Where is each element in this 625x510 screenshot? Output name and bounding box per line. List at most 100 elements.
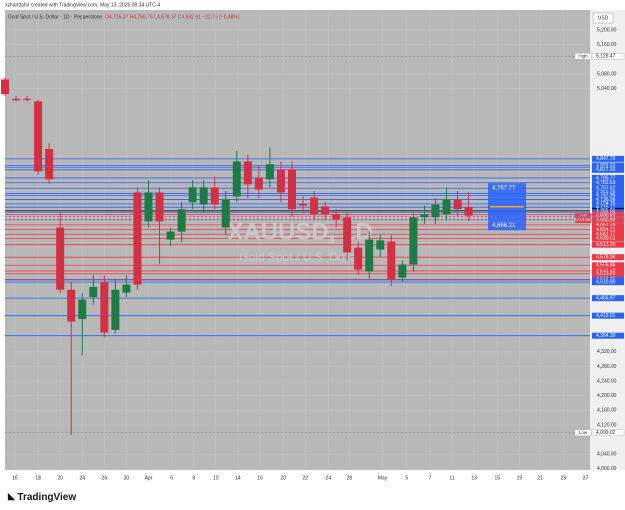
candle-body [221, 199, 230, 228]
level-tag [592, 174, 624, 181]
y-tick-label: 5,160.00 [597, 42, 617, 48]
level-label: 4,817.93 [596, 167, 616, 173]
candle-body [166, 231, 175, 240]
candle-body [144, 192, 153, 222]
x-tick-label: 22 [302, 475, 308, 481]
x-tick-label: 21 [538, 475, 544, 481]
x-tick-label: 16 [12, 475, 18, 481]
marker-name: XAUUSD [574, 217, 594, 222]
candle-body [453, 199, 462, 210]
candle-body [354, 247, 363, 270]
candle-body [78, 299, 87, 319]
y-tick-label: 5,080.00 [597, 71, 617, 77]
x-tick-label: 11 [449, 475, 454, 481]
level-tag [592, 200, 624, 207]
level-tag [592, 155, 624, 162]
level-label: 4,667.28 [596, 222, 616, 228]
y-tick-label: 4,200.00 [597, 393, 617, 399]
x-tick-label: 26 [102, 475, 108, 481]
candle-body [254, 177, 263, 190]
candle-body [232, 161, 241, 197]
ohlc: O4,715.37 H4,756.76 L4,678.37 C4,692.61 … [105, 14, 240, 20]
marker-tag [591, 216, 625, 224]
level-tag [592, 235, 624, 242]
x-tick-label: 14 [235, 475, 241, 481]
candle-body [332, 214, 341, 220]
y-tick-label: 4,120.00 [597, 422, 617, 428]
symbol: Gold Spot / U.S. Dollar · 1D · Peppersto… [8, 14, 102, 20]
level-tag [592, 254, 624, 261]
x-tick-label: 20 [57, 475, 63, 481]
watermark-sub: Gold Spot / U.S. Dollar [239, 250, 360, 264]
level-tag [592, 196, 624, 203]
candle-body [464, 207, 473, 216]
candle-body [1, 79, 9, 95]
candle-body [12, 98, 21, 101]
level-label: 4,736.56 [596, 197, 616, 203]
level-label: 4,654.71 [596, 227, 616, 233]
level-label: 4,630.51 [596, 236, 616, 242]
marker-name-tag [574, 429, 592, 436]
candle-body [365, 239, 374, 272]
brand-name: TradingView [17, 492, 76, 503]
candle-body [299, 203, 308, 206]
candle-body [376, 240, 385, 250]
level-tag [592, 166, 624, 173]
candle-body [34, 101, 43, 172]
marker-name: Low [579, 430, 588, 435]
x-tick-label: 18 [35, 475, 41, 481]
candle-body [442, 199, 451, 215]
y-tick-label: 4,040.00 [597, 452, 617, 458]
candle-body [321, 206, 330, 215]
level-tag [592, 332, 624, 339]
marker-name-tag [574, 53, 592, 60]
level-tag [592, 226, 624, 233]
x-tick-label: 7 [429, 475, 432, 481]
level-label: 4,578.94 [596, 255, 616, 261]
level-label: 4,782.63 [596, 180, 616, 186]
candle-body [188, 187, 197, 203]
level-label: 4,767.62 [596, 186, 616, 192]
x-tick-label: 19 [517, 475, 523, 481]
y-tick-label: 4,000.00 [597, 466, 617, 472]
marker-tag [591, 429, 625, 436]
candle-body [210, 187, 219, 205]
candle-body [23, 98, 32, 100]
x-tick-label: 24 [326, 475, 332, 481]
level-tag [592, 204, 624, 211]
x-tick-label: 25 [561, 475, 567, 481]
x-tick-label: 30 [124, 475, 130, 481]
x-tick-label: 27 [583, 475, 589, 481]
x-tick-label: 24 [79, 475, 85, 481]
marker-label: 4,680.80 [596, 217, 616, 223]
candle-body [56, 227, 65, 290]
credit: xzhanttahir created with TradingView.com… [5, 2, 160, 8]
currency-box[interactable] [592, 12, 614, 24]
candle-body [111, 289, 120, 330]
x-tick-label: 6 [170, 475, 173, 481]
candle-body [265, 164, 274, 180]
x-tick-label: 13 [471, 475, 477, 481]
candle-body [155, 192, 164, 222]
x-tick-label: 20 [280, 475, 286, 481]
y-tick-label: 4,280.00 [597, 364, 617, 370]
plot [5, 10, 590, 470]
marker-name-tag [574, 216, 592, 224]
candle-body [45, 148, 54, 180]
level-label: 4,747.96 [596, 193, 616, 199]
y-tick-label: 5,200.00 [597, 27, 617, 33]
level-tag [592, 279, 624, 286]
y-tick-label: 4,160.00 [597, 408, 617, 414]
x-tick-label: 10 [213, 475, 219, 481]
x-tick-label: 5 [405, 475, 408, 481]
level-label: 4,795.77 [596, 175, 616, 181]
candle-body [310, 197, 319, 215]
marker-label: 4,099.02 [596, 430, 616, 436]
candle-body [409, 217, 418, 265]
level-tag [592, 295, 624, 302]
candle-body [276, 169, 285, 193]
y-tick-label: 4,240.00 [597, 378, 617, 384]
candle-body [177, 209, 186, 232]
candle-body [199, 187, 208, 205]
level-label: 4,641.77 [596, 232, 616, 238]
